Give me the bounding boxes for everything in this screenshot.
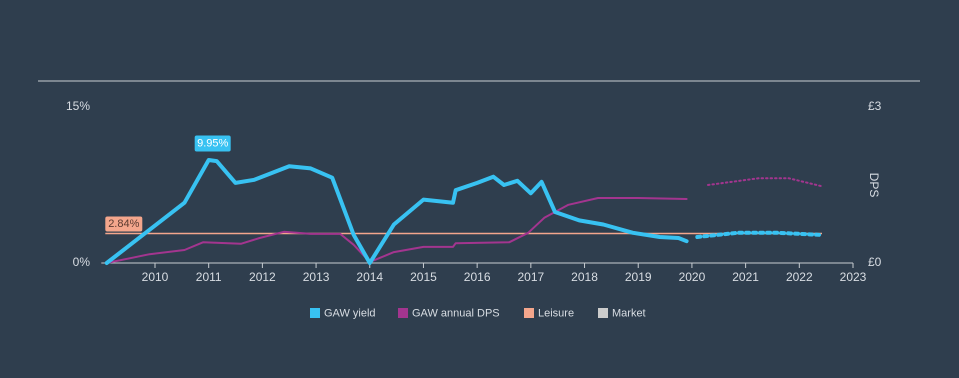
- x-tick-label: 2012: [249, 270, 276, 284]
- legend-item: GAW annual DPS: [398, 307, 500, 319]
- y2-tick-label: £0: [868, 255, 882, 269]
- reference-label-text: 2.84%: [108, 218, 139, 230]
- legend-item: Leisure: [524, 307, 574, 319]
- x-tick-label: 2017: [517, 270, 544, 284]
- reference-label: 2.84%: [105, 216, 143, 232]
- legend-swatch: [310, 308, 320, 318]
- line: [104, 158, 689, 265]
- legend-label: Leisure: [538, 307, 574, 319]
- annotation-text: 9.95%: [197, 137, 228, 149]
- legend-item: Market: [598, 307, 646, 319]
- x-tick-label: 2011: [196, 270, 222, 284]
- x-tick-label: 2013: [303, 270, 330, 284]
- x-tick-label: 2019: [625, 270, 652, 284]
- y-tick-label: 15%: [66, 99, 90, 113]
- legend-swatch: [398, 308, 408, 318]
- x-tick-label: 2022: [786, 270, 813, 284]
- x-tick-label: 2021: [732, 270, 759, 284]
- x-tick-label: 2018: [571, 270, 598, 284]
- x-tick-label: 2010: [142, 270, 169, 284]
- y2-tick-label: £3: [868, 99, 882, 113]
- legend-swatch: [524, 308, 534, 318]
- legend-item: GAW yield: [310, 307, 376, 319]
- x-tick-label: 2014: [356, 270, 383, 284]
- x-tick-label: 2016: [464, 270, 491, 284]
- legend-label: Market: [612, 307, 646, 319]
- x-tick-label: 2020: [679, 270, 706, 284]
- y-tick-label: 0%: [73, 255, 91, 269]
- x-tick-label: 2023: [840, 270, 867, 284]
- x-tick-label: 2015: [410, 270, 437, 284]
- annotation-box: [194, 135, 231, 152]
- forecast-line: [695, 230, 823, 239]
- annotation: 9.95%: [194, 135, 231, 152]
- legend-swatch: [598, 308, 608, 318]
- reference-label-box: [105, 216, 143, 232]
- legend-label: GAW annual DPS: [412, 307, 500, 319]
- y2-axis-label: DPS: [867, 173, 881, 198]
- legend-label: GAW yield: [324, 307, 376, 319]
